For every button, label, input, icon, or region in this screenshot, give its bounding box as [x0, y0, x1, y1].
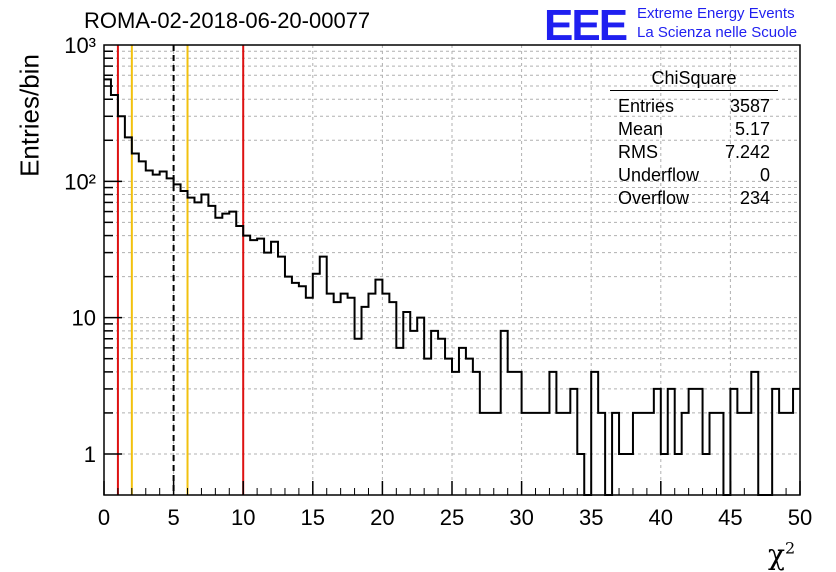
y-tick-label: 1 [84, 442, 96, 467]
x-tick-label: 25 [440, 505, 464, 530]
grid [104, 45, 800, 495]
logo-line-2: La Scienza nelle Scuole [637, 24, 798, 41]
x-axis-label: χ2 [768, 538, 796, 571]
y-tick-label: 10³ [64, 33, 96, 58]
stats-header: ChiSquare [610, 68, 778, 91]
x-tick-label: 40 [649, 505, 673, 530]
x-tick-label: 35 [579, 505, 603, 530]
stats-row-overflow: Overflow 234 [618, 188, 770, 208]
reference-lines [116, 45, 245, 495]
x-tick-label: 0 [98, 505, 110, 530]
axis-ticks: 0 5 10 15 20 25 30 35 40 45 50 1 10 10² 10³ [64, 33, 812, 530]
stats-row-rms: RMS 7.242 [618, 142, 770, 162]
stats-row-entries: Entries 3587 [618, 96, 770, 116]
stats-row-mean: Mean 5.17 [618, 119, 770, 139]
histogram-series [104, 78, 800, 496]
chart-title: ROMA-02-2018-06-20-00077 [84, 8, 371, 33]
x-tick-label: 10 [231, 505, 255, 530]
eee-logo: EEE [544, 1, 628, 50]
x-tick-label: 50 [788, 505, 812, 530]
y-axis-label: Entries/bin [14, 54, 45, 177]
x-tick-label: 20 [370, 505, 394, 530]
y-tick-label: 10 [72, 306, 96, 331]
stats-row-underflow: Underflow 0 [618, 165, 770, 185]
y-tick-label: 10² [64, 169, 96, 194]
x-tick-label: 15 [301, 505, 325, 530]
x-tick-label: 30 [509, 505, 533, 530]
x-tick-label: 5 [167, 505, 179, 530]
logo-line-1: Extreme Energy Events [637, 5, 795, 22]
stats-box: ChiSquare Entries 3587 Mean 5.17 RMS 7.242 … [610, 68, 778, 210]
x-tick-label: 45 [718, 505, 742, 530]
